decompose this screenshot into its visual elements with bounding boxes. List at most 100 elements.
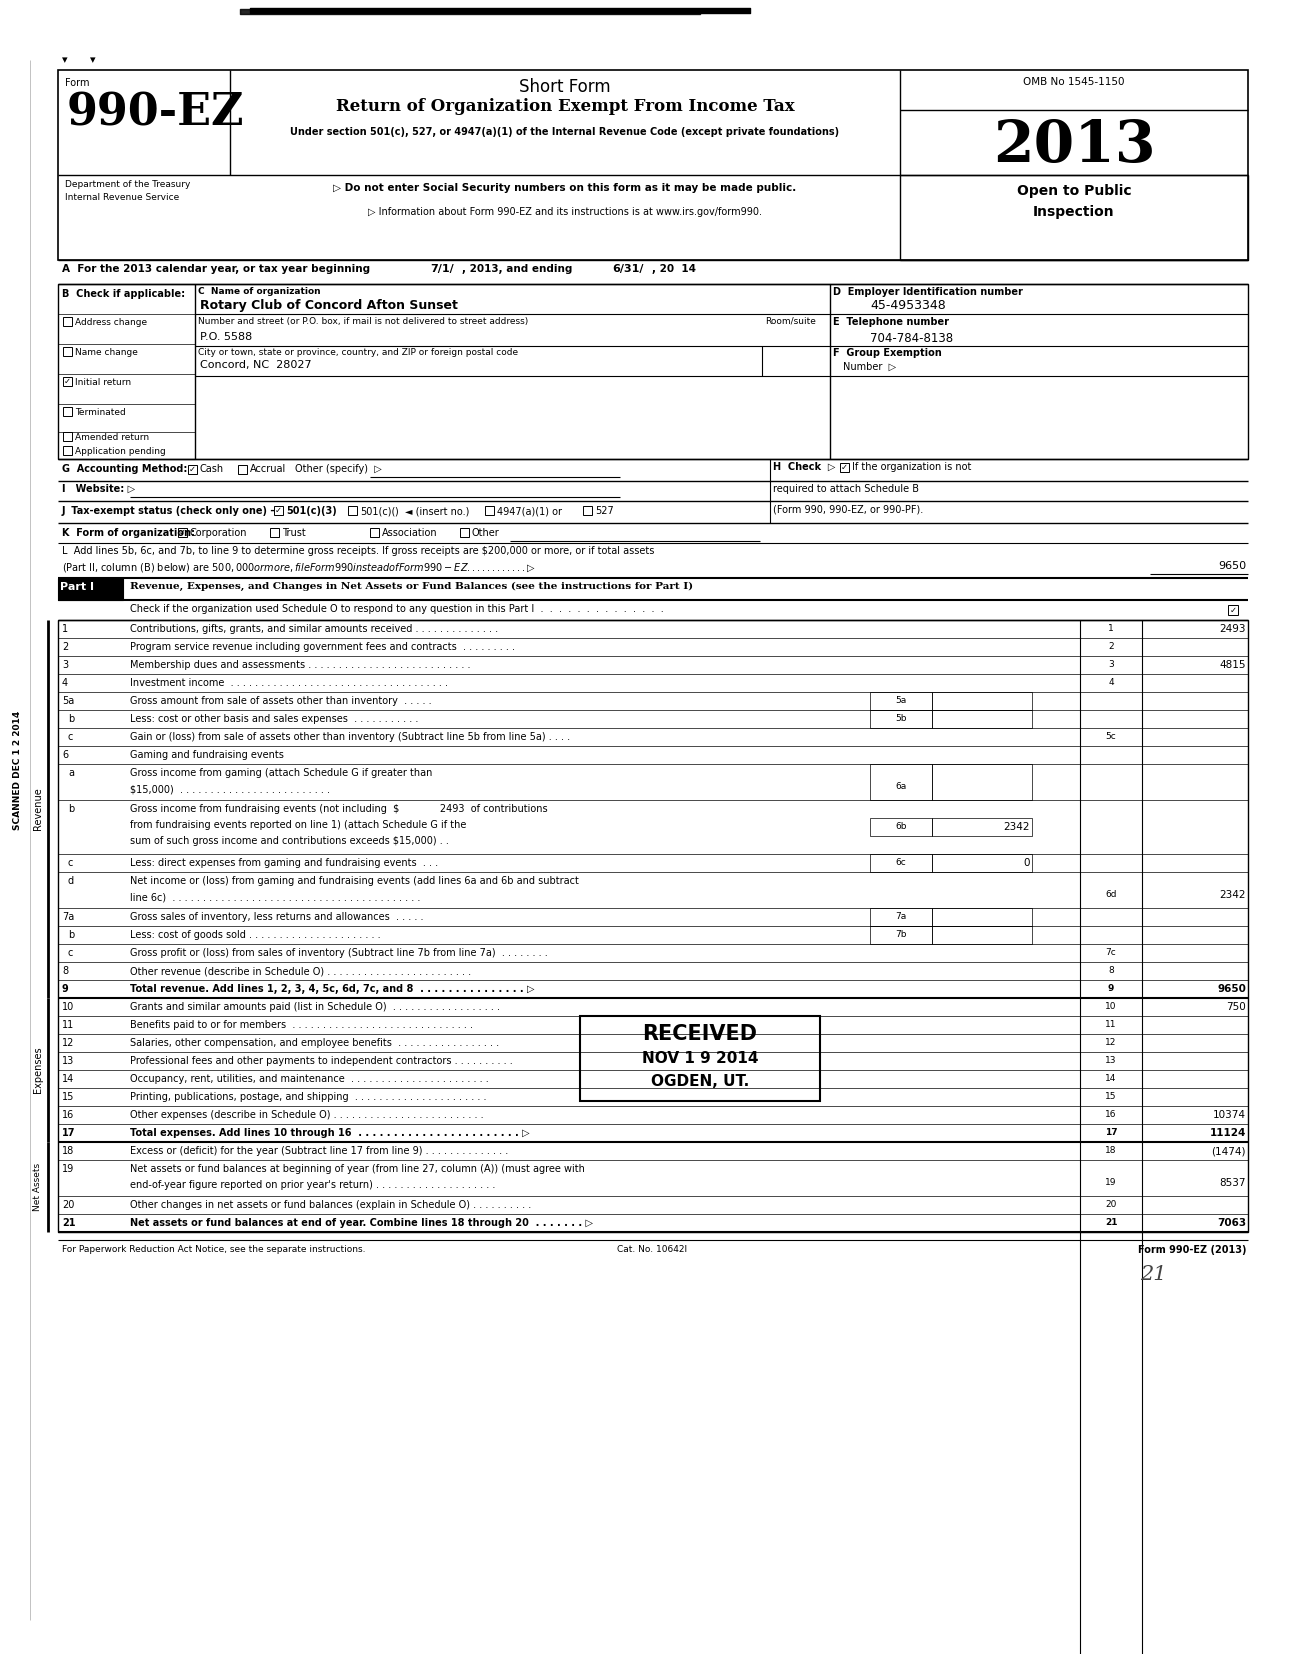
Bar (63, 447, 72, 455)
Text: ✓: ✓ (275, 506, 282, 514)
Text: (1474): (1474) (1211, 1146, 1247, 1156)
Bar (932, 819, 1031, 835)
Text: 6a: 6a (896, 782, 906, 791)
Text: 501(c)(3): 501(c)(3) (286, 506, 336, 516)
Text: 6: 6 (63, 749, 68, 759)
Text: 15: 15 (63, 1092, 74, 1102)
Text: I   Website: ▷: I Website: ▷ (63, 485, 136, 495)
Text: Rotary Club of Concord Afton Sunset: Rotary Club of Concord Afton Sunset (200, 299, 458, 313)
Text: 5c: 5c (1106, 733, 1116, 741)
Text: Number  ▷: Number ▷ (842, 362, 896, 372)
Text: 2: 2 (1108, 642, 1114, 652)
Text: Gross income from gaming (attach Schedule G if greater than: Gross income from gaming (attach Schedul… (130, 767, 433, 777)
Text: 18: 18 (63, 1146, 74, 1156)
Text: 12: 12 (63, 1039, 74, 1049)
Bar (63, 407, 72, 417)
Bar (179, 528, 186, 538)
Text: OGDEN, UT.: OGDEN, UT. (651, 1073, 748, 1088)
Text: Gross profit or (loss) from sales of inventory (Subtract line 7b from line 7a)  : Gross profit or (loss) from sales of inv… (130, 948, 548, 958)
Text: Name change: Name change (76, 347, 138, 357)
Text: 6c: 6c (896, 858, 906, 867)
Text: 9: 9 (63, 984, 69, 994)
Text: 14: 14 (63, 1073, 74, 1083)
Text: from fundraising events reported on line 1) (attach Schedule G if the: from fundraising events reported on line… (130, 820, 467, 830)
Text: Concord, NC  28027: Concord, NC 28027 (200, 361, 312, 370)
Text: Return of Organization Exempt From Income Tax: Return of Organization Exempt From Incom… (335, 98, 794, 116)
Text: 2342: 2342 (1219, 890, 1247, 900)
Bar (239, 465, 246, 475)
Text: 19: 19 (63, 1164, 74, 1174)
Text: c: c (68, 858, 73, 868)
Text: 12: 12 (1106, 1039, 1116, 1047)
Text: 527: 527 (595, 506, 614, 516)
Text: Part I: Part I (60, 582, 94, 592)
Text: 45-4953348: 45-4953348 (870, 299, 945, 313)
Text: 13: 13 (1106, 1055, 1116, 1065)
Text: ✓: ✓ (179, 528, 186, 538)
Text: 0: 0 (1024, 858, 1030, 868)
Text: Program service revenue including government fees and contracts  . . . . . . . .: Program service revenue including govern… (130, 642, 515, 652)
Text: Application pending: Application pending (76, 447, 166, 457)
Text: City or town, state or province, country, and ZIP or foreign postal code: City or town, state or province, country… (198, 347, 518, 357)
Text: 15: 15 (1106, 1092, 1116, 1102)
Text: Gaming and fundraising events: Gaming and fundraising events (130, 749, 284, 759)
Text: c: c (68, 733, 73, 743)
Text: 4: 4 (1108, 678, 1114, 686)
Text: Inspection: Inspection (1033, 205, 1115, 218)
Text: 16: 16 (1106, 1110, 1116, 1120)
Text: 21: 21 (63, 1217, 76, 1227)
Bar (932, 926, 1031, 944)
Text: 20: 20 (63, 1201, 74, 1211)
Text: Printing, publications, postage, and shipping  . . . . . . . . . . . . . . . . .: Printing, publications, postage, and shi… (130, 1092, 486, 1102)
Bar (57, 284, 1248, 460)
Text: Under section 501(c), 527, or 4947(a)(1) of the Internal Revenue Code (except pr: Under section 501(c), 527, or 4947(a)(1)… (291, 127, 840, 137)
Text: L  Add lines 5b, 6c, and 7b, to line 9 to determine gross receipts. If gross rec: L Add lines 5b, 6c, and 7b, to line 9 to… (63, 546, 655, 556)
Text: )  ◄ (insert no.): ) ◄ (insert no.) (395, 506, 469, 516)
Text: 14: 14 (1106, 1073, 1116, 1083)
Text: Contributions, gifts, grants, and similar amounts received . . . . . . . . . . .: Contributions, gifts, grants, and simila… (130, 624, 498, 633)
Bar (932, 908, 1031, 926)
Text: 2013: 2013 (992, 117, 1155, 174)
Text: Check if the organization used Schedule O to respond to any question in this Par: Check if the organization used Schedule … (130, 604, 664, 614)
Text: Terminated: Terminated (76, 409, 125, 417)
Text: Form: Form (65, 78, 90, 88)
Text: 3: 3 (63, 660, 68, 670)
Text: Gross income from fundraising events (not including  $             2493  of cont: Gross income from fundraising events (no… (130, 804, 548, 814)
Text: Accrual: Accrual (250, 465, 287, 475)
Text: (Form 990, 990-EZ, or 990-PF).: (Form 990, 990-EZ, or 990-PF). (773, 504, 923, 514)
Text: ▷ Information about Form 990-EZ and its instructions is at www.irs.gov/form990.: ▷ Information about Form 990-EZ and its … (368, 207, 762, 217)
Text: Short Form: Short Form (519, 78, 610, 96)
Text: 5a: 5a (63, 696, 74, 706)
Text: 7b: 7b (896, 930, 906, 939)
Text: 4815: 4815 (1219, 660, 1247, 670)
Text: 4947(a)(1) or: 4947(a)(1) or (497, 506, 562, 516)
Text: Initial return: Initial return (76, 379, 132, 387)
Text: b: b (68, 715, 74, 724)
Text: Occupancy, rent, utilities, and maintenance  . . . . . . . . . . . . . . . . . .: Occupancy, rent, utilities, and maintena… (130, 1073, 489, 1083)
Text: E  Telephone number: E Telephone number (833, 318, 949, 327)
Text: 11: 11 (63, 1021, 74, 1030)
Text: 10: 10 (63, 1002, 74, 1012)
Text: ✓: ✓ (841, 463, 848, 471)
Text: 2493: 2493 (1219, 624, 1247, 633)
Text: Open to Public: Open to Public (1017, 184, 1132, 198)
Text: ✓: ✓ (1230, 605, 1236, 615)
Text: 10: 10 (1106, 1002, 1116, 1011)
Text: 8: 8 (1108, 966, 1114, 974)
Text: 6/31/: 6/31/ (612, 265, 643, 275)
Text: 5a: 5a (896, 696, 906, 705)
Text: Number and street (or P.O. box, if mail is not delivered to street address): Number and street (or P.O. box, if mail … (198, 318, 528, 326)
Text: P.O. 5588: P.O. 5588 (200, 332, 252, 342)
Text: Grants and similar amounts paid (list in Schedule O)  . . . . . . . . . . . . . : Grants and similar amounts paid (list in… (130, 1002, 499, 1012)
Bar (63, 318, 72, 326)
Text: 1: 1 (63, 624, 68, 633)
Text: Revenue, Expenses, and Changes in Net Assets or Fund Balances (see the instructi: Revenue, Expenses, and Changes in Net As… (130, 582, 694, 590)
Text: Net assets or fund balances at end of year. Combine lines 18 through 20  . . . .: Net assets or fund balances at end of ye… (130, 1217, 593, 1227)
Bar (932, 853, 1031, 872)
Bar (57, 577, 123, 600)
Text: Other: Other (472, 528, 499, 538)
Text: 11: 11 (1106, 1021, 1116, 1029)
Text: Gross amount from sale of assets other than inventory  . . . . .: Gross amount from sale of assets other t… (130, 696, 432, 706)
Text: 11124: 11124 (1210, 1128, 1247, 1138)
Text: Other changes in net assets or fund balances (explain in Schedule O) . . . . . .: Other changes in net assets or fund bala… (130, 1201, 531, 1211)
